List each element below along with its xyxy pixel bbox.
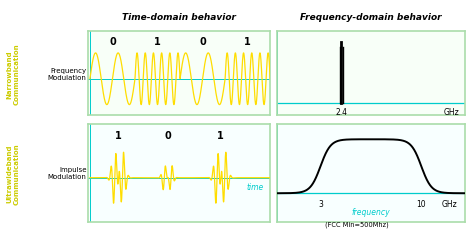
Text: 3: 3	[318, 199, 323, 208]
Text: Narrowband
Communication: Narrowband Communication	[7, 43, 19, 105]
Text: 1: 1	[154, 37, 161, 47]
Text: Impulse
Modulation: Impulse Modulation	[47, 167, 86, 180]
Text: GHz: GHz	[443, 107, 459, 116]
Text: 2.4: 2.4	[336, 107, 347, 116]
Text: 0: 0	[164, 131, 171, 141]
Text: Frequency-domain behavior: Frequency-domain behavior	[300, 13, 442, 22]
Text: Time-domain behavior: Time-domain behavior	[122, 13, 236, 22]
Text: (FCC Min=500Mhz): (FCC Min=500Mhz)	[325, 220, 388, 227]
Text: 10: 10	[417, 199, 426, 208]
Text: GHz: GHz	[442, 199, 457, 208]
Text: frequency: frequency	[352, 208, 390, 216]
Text: 0: 0	[199, 37, 206, 47]
Text: time: time	[246, 183, 264, 191]
Text: Frequency
Modulation: Frequency Modulation	[47, 67, 86, 80]
Text: Ultrawideband
Communication: Ultrawideband Communication	[7, 143, 19, 204]
Text: 1: 1	[115, 131, 121, 141]
Text: 1: 1	[217, 131, 224, 141]
Text: 0: 0	[109, 37, 116, 47]
Text: 1: 1	[244, 37, 251, 47]
